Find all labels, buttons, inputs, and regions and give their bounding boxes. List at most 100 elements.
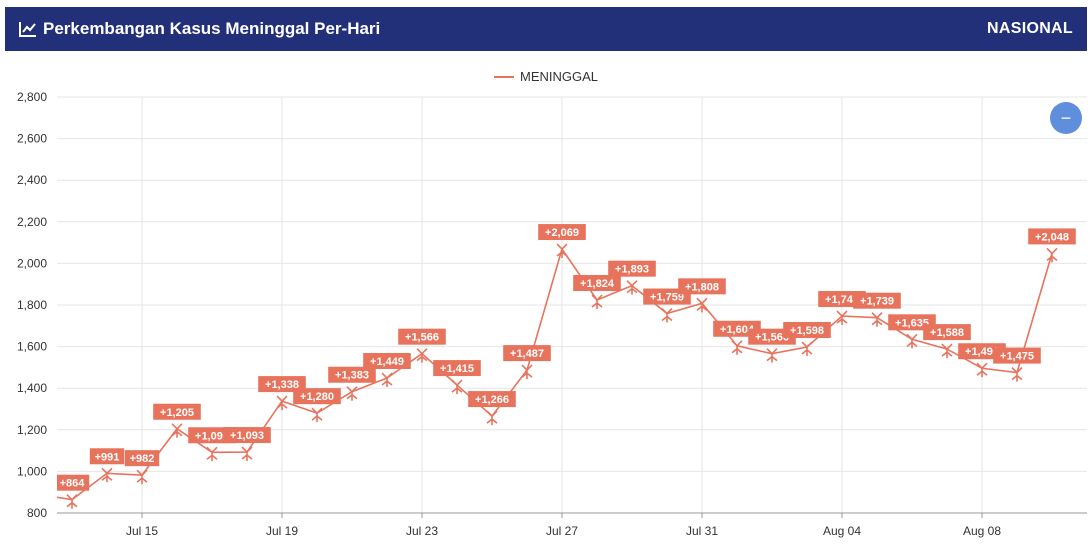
data-label-box (433, 360, 481, 377)
x-tick-label: Jul 31 (686, 524, 718, 538)
data-point-marker (941, 343, 953, 359)
data-point-marker (416, 348, 428, 363)
data-label-box (783, 322, 831, 339)
data-point-marker (591, 294, 603, 310)
x-tick-label: Jul 27 (546, 524, 578, 538)
data-label: +1,487 (510, 348, 544, 360)
y-tick-label: 1,000 (17, 464, 47, 478)
data-point-marker (136, 469, 148, 485)
region-label[interactable]: NASIONAL (987, 20, 1073, 37)
data-point-marker (311, 407, 323, 423)
data-point-marker (521, 364, 533, 380)
data-point-marker (906, 333, 918, 349)
data-label-box (608, 260, 656, 277)
legend-line-swatch (493, 75, 514, 78)
data-label-box (573, 275, 621, 292)
data-point-marker (276, 395, 288, 411)
y-tick-label: 1,200 (17, 423, 47, 437)
data-point-marker (32, 489, 42, 503)
data-point-marker (731, 340, 743, 355)
marker-shape (556, 243, 568, 259)
x-tick-label: Jul 15 (126, 524, 158, 538)
data-label: +1,496 (965, 346, 999, 358)
data-label-box (398, 328, 446, 345)
data-label: +1,604 (720, 324, 755, 336)
data-point-marker (976, 362, 988, 378)
marker-shape (941, 343, 953, 359)
data-label-box (89, 448, 125, 465)
data-label: +991 (95, 451, 120, 463)
data-label-box (853, 292, 901, 309)
data-label: +1,566 (405, 332, 439, 344)
data-label-box (258, 376, 306, 393)
data-label: +1,566 (755, 332, 789, 344)
data-label: +1,824 (580, 278, 615, 290)
header-left: Perkembangan Kasus Meninggal Per-Hari (19, 19, 380, 39)
zoom-out-icon: − (1060, 108, 1072, 128)
data-label: +1,266 (475, 394, 509, 406)
y-tick-label: 2,200 (17, 215, 47, 229)
zoom-out-button[interactable]: − (1050, 102, 1082, 134)
y-tick-label: 1,400 (17, 381, 47, 395)
data-point-marker (101, 467, 113, 483)
data-point-marker (871, 312, 883, 327)
data-label: +1,893 (615, 264, 649, 276)
marker-shape (836, 310, 848, 326)
data-label-box (363, 353, 411, 370)
data-label: +1,759 (650, 292, 684, 304)
data-label-box (538, 224, 586, 241)
chart-title: Perkembangan Kasus Meninggal Per-Hari (43, 19, 381, 38)
data-label-box (124, 450, 160, 467)
marker-shape (626, 280, 638, 295)
y-tick-label: 800 (27, 506, 47, 520)
x-tick-label: Jul 23 (406, 524, 438, 538)
data-label: +1,739 (860, 296, 894, 308)
chart-header: Perkembangan Kasus Meninggal Per-Hari NA… (5, 7, 1087, 51)
data-label: +1,475 (1000, 351, 1034, 363)
data-label-box (328, 366, 376, 383)
data-point-marker (836, 310, 848, 326)
marker-shape (346, 386, 358, 401)
data-label: +1,808 (685, 281, 719, 293)
marker-shape (416, 348, 428, 363)
marker-shape (101, 467, 113, 483)
data-label: +2,048 (1035, 231, 1069, 243)
chart-legend[interactable]: MENINGGAL (0, 69, 1092, 84)
marker-shape (486, 410, 498, 426)
line-chart-icon (19, 22, 36, 37)
data-label: +1,205 (160, 407, 194, 419)
marker-shape (731, 340, 743, 355)
marker-shape (66, 494, 78, 509)
data-point-marker (486, 410, 498, 426)
marker-shape (521, 364, 533, 380)
data-label: +1,383 (335, 370, 369, 382)
data-point-marker (626, 280, 638, 295)
data-label: +1,093 (230, 430, 264, 442)
marker-shape (241, 446, 253, 462)
data-label-box (1028, 228, 1076, 245)
marker-shape (871, 312, 883, 327)
marker-shape (1046, 247, 1058, 263)
data-point-marker (241, 446, 253, 462)
data-point-marker (766, 348, 778, 363)
x-tick-label: Jul 19 (266, 524, 298, 538)
data-label: +1,092 (195, 430, 229, 442)
data-point-marker (801, 341, 813, 357)
y-tick-label: 2,800 (17, 90, 47, 104)
data-point-marker (171, 423, 183, 438)
legend-series-label: MENINGGAL (519, 69, 598, 84)
marker-shape (451, 379, 463, 395)
marker-shape (661, 307, 673, 323)
marker-shape (171, 423, 183, 438)
data-label: +1,449 (370, 356, 404, 368)
data-label: +1,635 (895, 317, 929, 329)
marker-shape (976, 362, 988, 378)
marker-shape (591, 294, 603, 310)
data-point-marker (696, 297, 708, 313)
data-label: +1,280 (300, 391, 334, 403)
data-label: +1,598 (790, 325, 824, 337)
data-label-box (223, 427, 271, 444)
data-point-marker (661, 307, 673, 323)
y-tick-label: 1,800 (17, 298, 47, 312)
marker-shape (801, 341, 813, 357)
